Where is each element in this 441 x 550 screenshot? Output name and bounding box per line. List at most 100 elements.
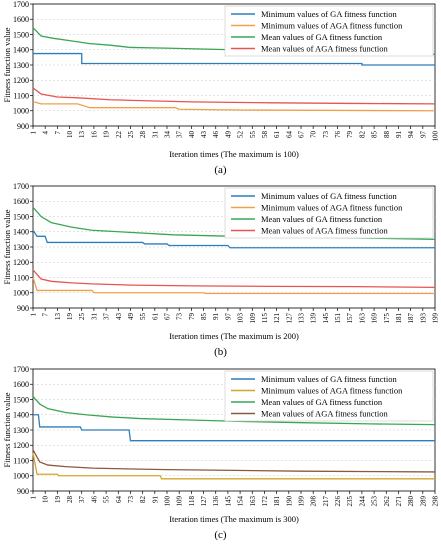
legend-label: Mean values of AGA fitness function xyxy=(261,226,389,236)
caption-c: (c) xyxy=(214,529,227,541)
chart-a: 900 1000 1100 1200 1300 1400 1500 1600 1700 1 4 7 10… xyxy=(2,0,440,159)
x-tick-label: 217 xyxy=(322,496,330,507)
x-tick-label: 7 xyxy=(54,131,62,135)
x-tick-label: 121 xyxy=(273,313,281,324)
x-tick-label: 208 xyxy=(310,496,318,507)
x-tick-label: 157 xyxy=(346,313,354,324)
x-tick-label: 1 xyxy=(30,496,38,500)
x-tick-label: 31 xyxy=(90,313,98,321)
y-tick-label: 1200 xyxy=(13,258,29,267)
x-tick-label: 28 xyxy=(66,496,74,504)
y-tick-label: 1100 xyxy=(13,456,29,465)
x-tick-label: 7 xyxy=(42,313,50,317)
x-tick-label: 193 xyxy=(419,313,427,324)
x-tick-label: 91 xyxy=(151,496,159,504)
x-tick-label: 67 xyxy=(164,313,172,321)
x-tick-label: 169 xyxy=(371,313,379,324)
x-tick-label: 13 xyxy=(54,313,62,321)
legend-label: Minimum values of GA fitness function xyxy=(261,191,398,201)
x-tick-label: 1 xyxy=(30,313,38,317)
legend-box xyxy=(224,187,434,239)
x-tick-label: 49 xyxy=(127,313,135,321)
x-tick-label: 298 xyxy=(432,496,440,507)
x-tick-label: 73 xyxy=(176,313,184,321)
x-tick-label: 37 xyxy=(103,313,111,321)
legend-label: Minimum values of AGA fitness function xyxy=(261,386,403,396)
x-tick-label: 4 xyxy=(42,131,50,135)
legend-label: Mean values of GA fitness function xyxy=(261,397,383,407)
x-tick-label: 73 xyxy=(322,131,330,139)
x-tick-label: 25 xyxy=(78,313,86,321)
x-tick-label: 118 xyxy=(188,496,196,507)
x-tick-label: 91 xyxy=(395,131,403,139)
y-tick-label: 1500 xyxy=(13,212,29,221)
x-axis-label: Iteration times (The maximum is 200) xyxy=(169,331,299,341)
x-tick-label: 19 xyxy=(66,313,74,321)
caption-a: (a) xyxy=(214,164,227,176)
chart-c: 900 1000 1100 1200 1300 1400 1500 1600 1700 1 10 19… xyxy=(2,365,440,524)
x-tick-label: 61 xyxy=(151,313,159,321)
chart-panel-a: 900 1000 1100 1200 1300 1400 1500 1600 1700 1 4 7 10… xyxy=(0,0,441,160)
x-tick-label: 61 xyxy=(273,131,281,139)
x-axis-label: Iteration times (The maximum is 300) xyxy=(169,514,299,524)
x-tick-label: 163 xyxy=(249,496,257,507)
chart-b: 900 1000 1100 1200 1300 1400 1500 1600 1700 1 7 13 1… xyxy=(2,182,440,341)
x-tick-label: 181 xyxy=(273,496,281,507)
y-tick-label: 1400 xyxy=(13,411,29,420)
x-tick-label: 85 xyxy=(371,131,379,139)
y-tick-label: 1100 xyxy=(13,91,29,100)
x-tick-label: 91 xyxy=(212,313,220,321)
series-line-4 xyxy=(32,87,436,105)
x-tick-label: 181 xyxy=(395,313,403,324)
x-tick-label: 25 xyxy=(127,131,135,139)
x-tick-label: 127 xyxy=(200,496,208,507)
legend-label: Minimum values of AGA fitness function xyxy=(261,203,403,213)
x-tick-label: 55 xyxy=(103,496,111,504)
x-tick-label: 19 xyxy=(54,496,62,504)
x-tick-label: 235 xyxy=(346,496,354,507)
legend-label: Mean values of GA fitness function xyxy=(261,32,383,42)
legend-label: Minimum values of GA fitness function xyxy=(261,9,398,19)
y-tick-label: 1000 xyxy=(13,289,29,298)
x-tick-label: 109 xyxy=(249,313,257,324)
x-tick-label: 271 xyxy=(395,496,403,507)
x-tick-label: 43 xyxy=(115,313,123,321)
y-tick-label: 1000 xyxy=(13,472,29,481)
y-axis-label: Fitness function value xyxy=(2,209,12,284)
x-tick-label: 100 xyxy=(164,496,172,507)
y-tick-label: 1600 xyxy=(13,197,29,206)
x-tick-label: 190 xyxy=(285,496,293,507)
y-tick-label: 1400 xyxy=(13,46,29,55)
x-tick-label: 244 xyxy=(358,496,366,507)
caption-b: (b) xyxy=(214,346,227,358)
x-tick-label: 127 xyxy=(285,313,293,324)
y-tick-label: 1700 xyxy=(13,182,29,191)
x-tick-label: 280 xyxy=(407,496,415,507)
x-tick-label: 64 xyxy=(115,496,123,504)
x-tick-label: 88 xyxy=(383,131,391,139)
x-tick-label: 289 xyxy=(419,496,427,507)
x-tick-label: 43 xyxy=(200,131,208,139)
x-tick-label: 175 xyxy=(383,313,391,324)
x-tick-label: 79 xyxy=(188,313,196,321)
chart-panel-b: 900 1000 1100 1200 1300 1400 1500 1600 1700 1 7 13 1… xyxy=(0,182,441,342)
x-tick-label: 34 xyxy=(164,131,172,139)
y-tick-label: 1100 xyxy=(13,273,29,282)
y-tick-label: 900 xyxy=(17,122,29,131)
x-tick-label: 37 xyxy=(176,131,184,139)
x-tick-label: 10 xyxy=(66,131,74,139)
y-tick-label: 1300 xyxy=(13,243,29,252)
x-tick-label: 145 xyxy=(224,496,232,507)
x-tick-label: 199 xyxy=(298,496,306,507)
y-tick-label: 1600 xyxy=(13,15,29,24)
legend-label: Minimum values of GA fitness function xyxy=(261,374,398,384)
x-tick-label: 22 xyxy=(115,131,123,139)
series-line-1 xyxy=(33,52,435,66)
x-tick-label: 76 xyxy=(334,131,342,139)
x-tick-label: 28 xyxy=(139,131,147,139)
legend-box xyxy=(224,5,434,57)
x-tick-label: 109 xyxy=(176,496,184,507)
y-tick-label: 1200 xyxy=(13,76,29,85)
x-tick-label: 187 xyxy=(407,313,415,324)
y-tick-label: 1400 xyxy=(13,228,29,237)
